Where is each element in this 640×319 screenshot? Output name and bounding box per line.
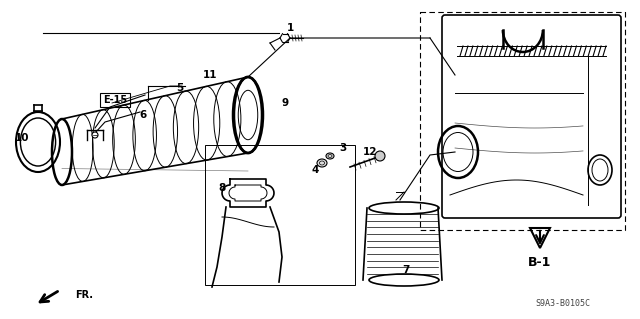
Bar [205,145,355,285]
Bar [420,12,625,230]
Ellipse shape [317,159,327,167]
Text: S9A3-B0105C: S9A3-B0105C [535,299,590,308]
Text: 10: 10 [15,133,29,143]
Text: 1: 1 [286,23,294,33]
Text: 9: 9 [282,98,289,108]
Text: 8: 8 [218,183,226,193]
Bar [100,93,130,107]
Ellipse shape [326,153,334,159]
Text: 6: 6 [140,110,147,120]
Text: 3: 3 [339,143,347,153]
Text: E-15: E-15 [103,95,127,105]
Text: 7: 7 [403,265,410,275]
Text: 12: 12 [363,147,377,157]
Circle shape [92,132,98,138]
Circle shape [375,151,385,161]
Text: FR.: FR. [75,290,93,300]
Text: 11: 11 [203,70,217,80]
Text: 4: 4 [311,165,319,175]
Text: B-1: B-1 [528,256,552,269]
Text: 5: 5 [177,83,184,93]
